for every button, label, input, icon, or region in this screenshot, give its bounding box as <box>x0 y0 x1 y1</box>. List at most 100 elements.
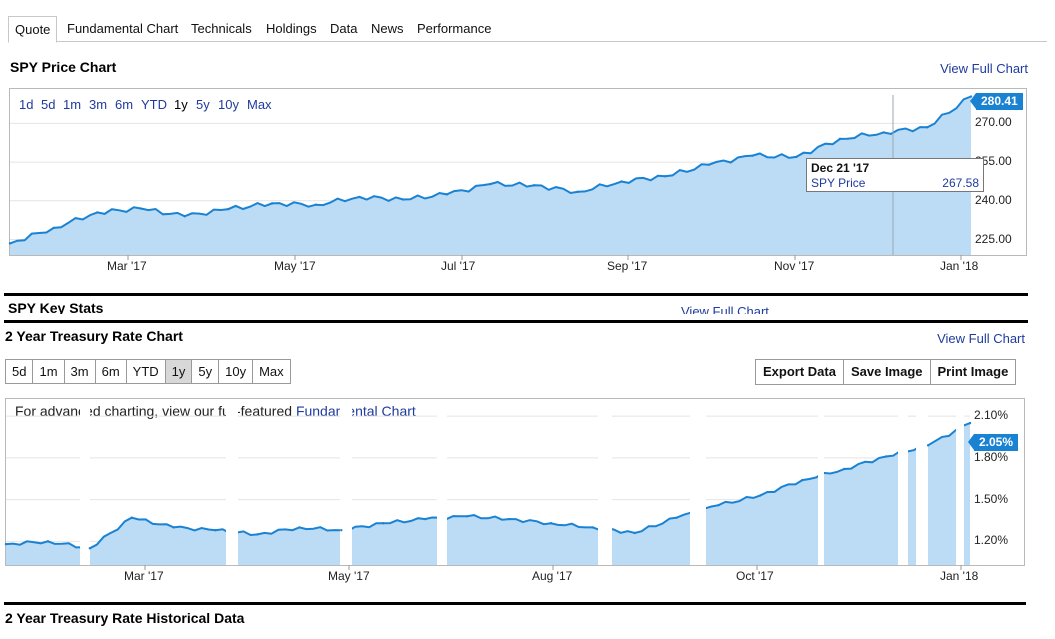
data-point <box>884 455 888 458</box>
data-gap <box>340 405 352 565</box>
data-point <box>8 242 12 245</box>
treasury-range-buttons: 5d 1m 3m 6m YTD 1y 5y 10y Max <box>5 359 291 384</box>
section-divider <box>4 293 1028 296</box>
section-divider <box>4 320 1028 323</box>
data-point <box>88 547 92 550</box>
data-gap <box>598 405 612 565</box>
x-tick-label: May '17 <box>274 259 316 273</box>
range-ytd-button[interactable]: YTD <box>125 359 166 384</box>
data-point <box>130 516 133 519</box>
data-point <box>707 163 711 166</box>
series-area <box>6 423 970 565</box>
section-divider <box>4 602 1026 605</box>
data-point <box>382 522 385 525</box>
y-tick-label: 240.00 <box>975 192 1012 207</box>
range-1m[interactable]: 1m <box>63 97 82 112</box>
tab-news[interactable]: News <box>371 21 404 36</box>
data-point <box>549 522 553 525</box>
data-point <box>926 126 929 129</box>
data-point <box>358 195 361 199</box>
faded-row: SPY Key Stats View Full Chart <box>4 296 1028 314</box>
data-point <box>227 207 230 211</box>
y-tick-label: 270.00 <box>975 115 1012 130</box>
data-gap <box>690 405 706 565</box>
x-tick-label: Mar '17 <box>107 259 147 273</box>
data-point <box>633 531 636 535</box>
data-point <box>96 211 99 214</box>
data-point <box>795 155 798 159</box>
tooltip-date: Dec 21 '17 <box>811 161 870 175</box>
data-point <box>139 207 143 210</box>
tab-performance[interactable]: Performance <box>417 21 492 36</box>
range-5d[interactable]: 5d <box>41 97 56 112</box>
range-5y[interactable]: 5y <box>196 97 210 112</box>
print-image-button[interactable]: Print Image <box>929 359 1017 385</box>
range-5d-button[interactable]: 5d <box>5 359 34 384</box>
key-stats-view-full-link[interactable]: View Full Chart <box>681 304 769 314</box>
range-max-button[interactable]: Max <box>252 359 291 384</box>
range-max[interactable]: Max <box>247 97 272 112</box>
treasury-chart-title: 2 Year Treasury Rate Chart <box>5 328 183 344</box>
tab-data[interactable]: Data <box>330 21 358 36</box>
data-point <box>968 421 972 425</box>
data-gap <box>437 405 447 565</box>
tab-fundamental-chart[interactable]: Fundamental Chart <box>67 21 179 36</box>
range-1d[interactable]: 1d <box>19 97 34 112</box>
export-data-button[interactable]: Export Data <box>755 359 844 385</box>
data-gap <box>898 405 908 565</box>
range-1m-button[interactable]: 1m <box>32 359 65 384</box>
data-gap <box>916 405 928 565</box>
tab-holdings[interactable]: Holdings <box>266 21 317 36</box>
data-point <box>340 529 343 532</box>
data-point <box>46 540 50 543</box>
y-tick-label: 1.20% <box>974 533 1009 548</box>
range-10y[interactable]: 10y <box>218 97 239 112</box>
data-point <box>591 526 594 529</box>
treasury-last-value-tag: 2.05% <box>967 434 1019 451</box>
data-point <box>664 175 667 178</box>
range-1y[interactable]: 1y <box>174 97 188 112</box>
price-view-full-chart-link[interactable]: View Full Chart <box>940 61 1028 76</box>
tooltip-value: 267.58 <box>942 176 979 190</box>
data-point <box>751 154 754 157</box>
data-point <box>270 202 274 205</box>
range-ytd[interactable]: YTD <box>141 97 167 112</box>
data-gap <box>80 405 90 565</box>
data-point <box>314 203 317 206</box>
fundamental-chart-link[interactable]: Fundamental Chart <box>295 403 416 419</box>
y-tick-label: 225.00 <box>975 231 1012 246</box>
data-point <box>489 182 492 186</box>
data-point <box>532 184 536 187</box>
treasury-view-full-chart-link[interactable]: View Full Chart <box>937 331 1025 346</box>
data-point <box>401 198 405 201</box>
data-point <box>214 529 217 532</box>
x-tick-label: Nov '17 <box>774 259 815 273</box>
data-point <box>838 137 842 141</box>
tab-technicals[interactable]: Technicals <box>191 21 252 36</box>
range-6m[interactable]: 6m <box>115 97 134 112</box>
tab-quote[interactable]: Quote <box>8 16 58 43</box>
data-point <box>675 516 678 519</box>
data-point <box>926 444 930 447</box>
x-tick-label: May '17 <box>328 569 370 583</box>
range-6m-button[interactable]: 6m <box>94 359 127 384</box>
range-3m[interactable]: 3m <box>89 97 108 112</box>
range-3m-button[interactable]: 3m <box>63 359 96 384</box>
key-stats-title: SPY Key Stats <box>8 300 104 314</box>
save-image-button[interactable]: Save Image <box>842 359 931 385</box>
range-5y-button[interactable]: 5y <box>191 359 220 384</box>
range-10y-button[interactable]: 10y <box>218 359 254 384</box>
data-point <box>256 533 259 536</box>
data-point <box>843 467 846 471</box>
treasury-chart-plot <box>4 405 972 570</box>
x-tick-label: Jan '18 <box>940 569 979 583</box>
price-range-selector: 1d 5d 1m 3m 6m YTD 1y 5y 10y Max <box>19 97 319 115</box>
price-chart-plot <box>8 95 973 260</box>
data-point <box>4 542 8 546</box>
x-tick-label: Oct '17 <box>736 569 774 583</box>
y-tick-label: 1.50% <box>974 491 1009 506</box>
price-tooltip: Dec 21 '17 SPY Price 267.58 <box>806 158 984 192</box>
series-area <box>10 96 971 255</box>
y-tick-label: 2.10% <box>974 408 1009 423</box>
data-gap <box>956 405 964 565</box>
